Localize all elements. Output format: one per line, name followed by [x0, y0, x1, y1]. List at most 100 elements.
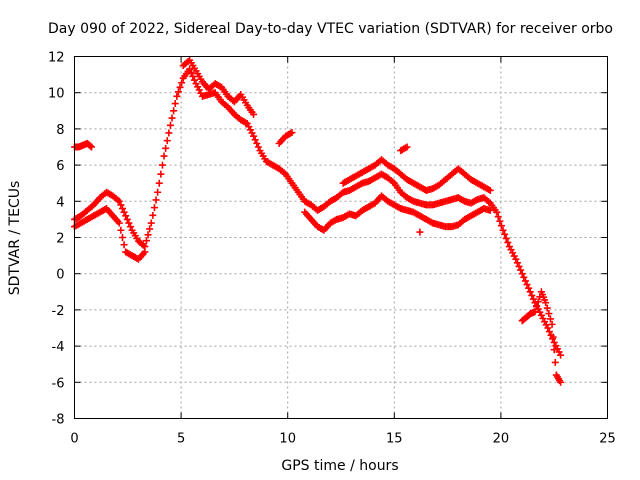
data-point: [126, 223, 134, 231]
data-point: [531, 308, 539, 316]
chart-title: Day 090 of 2022, Sidereal Day-to-day VTE…: [48, 21, 613, 37]
data-point: [499, 226, 507, 234]
data-point: [512, 255, 520, 263]
data-point: [525, 284, 533, 292]
data-point: [557, 351, 565, 359]
data-point: [157, 170, 165, 178]
data-point: [165, 129, 173, 137]
data-point: [144, 231, 152, 239]
data-point: [115, 197, 123, 205]
y-tick-label: -4: [52, 340, 65, 355]
data-point: [118, 205, 126, 213]
data-point: [142, 237, 150, 245]
data-point: [523, 281, 531, 289]
plot-frame: [74, 56, 608, 419]
data-point: [174, 88, 182, 96]
data-point: [171, 100, 179, 108]
data-point: [533, 303, 541, 311]
data-point: [150, 204, 158, 212]
y-axis-label: SDTVAR / TECUs: [7, 181, 23, 296]
x-tick-label: 25: [599, 432, 616, 447]
data-point: [125, 219, 133, 227]
data-point: [122, 212, 130, 220]
data-point: [528, 291, 536, 299]
data-points: [71, 56, 565, 386]
data-point: [117, 201, 125, 209]
x-tick-label: 0: [70, 432, 78, 447]
data-point: [254, 143, 262, 151]
data-point: [120, 241, 128, 249]
data-point: [486, 186, 494, 194]
data-point: [545, 310, 553, 318]
data-point: [187, 69, 195, 77]
data-point: [162, 144, 170, 152]
data-point: [251, 136, 259, 144]
data-point: [141, 248, 149, 256]
data-point: [497, 222, 505, 230]
data-point: [88, 143, 96, 151]
data-point: [86, 142, 94, 150]
data-point: [173, 92, 181, 100]
data-point: [149, 211, 157, 219]
axes: 0 5 10 15 20 25 -8 -6 -4 -2 0 2 4 6 8 10 12: [48, 51, 616, 447]
data-point: [403, 143, 411, 151]
data-point: [544, 324, 552, 332]
x-tick-label: 15: [386, 432, 403, 447]
y-tick-label: 10: [48, 87, 65, 102]
series-late-segment: [275, 129, 424, 236]
data-point: [521, 277, 529, 285]
y-tick-label: 12: [48, 51, 65, 66]
data-point: [190, 76, 198, 84]
data-point: [513, 259, 521, 267]
x-tick-label: 10: [279, 432, 296, 447]
data-point: [178, 79, 186, 87]
y-tick-label: -8: [52, 413, 65, 428]
x-tick-label: 20: [493, 432, 510, 447]
data-point: [550, 346, 558, 354]
data-point: [557, 378, 565, 386]
data-point: [146, 225, 154, 233]
y-tick-label: 2: [56, 232, 64, 247]
data-point: [120, 208, 128, 216]
data-point: [504, 238, 512, 246]
data-point: [253, 139, 261, 147]
data-point: [517, 266, 525, 274]
y-tick-label: -6: [52, 376, 65, 391]
data-point: [546, 315, 554, 323]
data-point: [529, 295, 537, 303]
data-point: [250, 132, 258, 140]
data-point: [160, 152, 168, 160]
data-point: [186, 65, 194, 73]
data-point: [117, 226, 125, 234]
data-point: [549, 333, 557, 341]
series-lower-band: [301, 192, 494, 234]
data-point: [542, 299, 550, 307]
y-tick-label: -2: [52, 304, 65, 319]
data-point: [545, 328, 553, 336]
data-point: [502, 234, 510, 242]
series-main-trace: [71, 65, 565, 359]
data-point: [518, 270, 526, 278]
data-point: [520, 273, 528, 281]
data-point: [168, 114, 176, 122]
data-point: [123, 215, 131, 223]
y-tick-label: 6: [56, 159, 64, 174]
series-late-scatter: [518, 288, 565, 386]
data-point: [166, 121, 174, 129]
data-point: [493, 208, 501, 216]
data-point: [486, 206, 494, 214]
data-point: [416, 228, 424, 236]
data-point: [494, 213, 502, 221]
data-point: [515, 262, 523, 270]
y-tick-label: 4: [56, 195, 64, 210]
data-point: [147, 219, 155, 227]
data-point: [163, 137, 171, 145]
data-point: [115, 219, 123, 227]
grid: [74, 56, 608, 419]
data-point: [170, 107, 178, 115]
data-point: [501, 230, 509, 238]
x-tick-label: 5: [177, 432, 185, 447]
data-point: [189, 72, 197, 80]
data-point: [154, 188, 162, 196]
